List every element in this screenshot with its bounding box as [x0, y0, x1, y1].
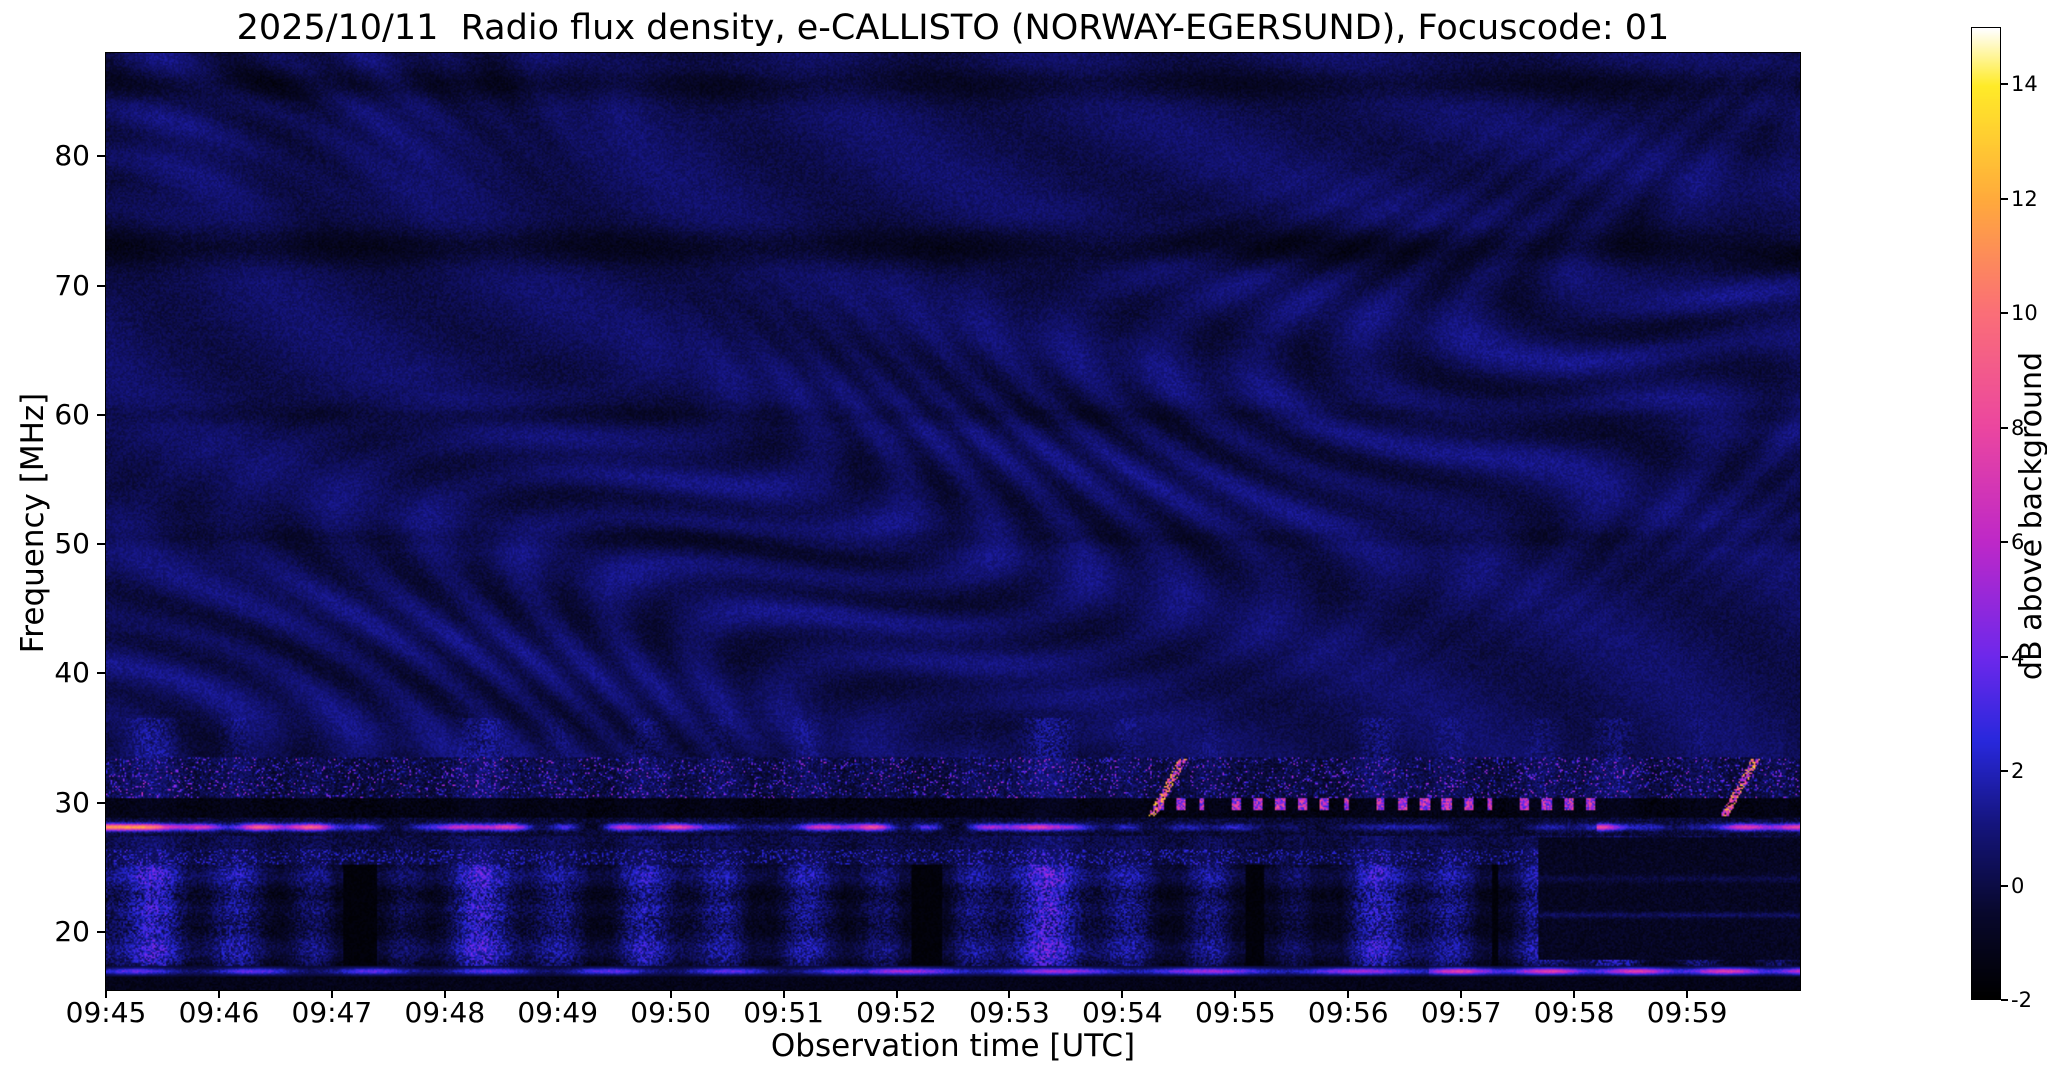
- y-tick-mark: [97, 155, 105, 158]
- colorbar-tick-mark: [2001, 197, 2008, 200]
- colorbar-tick-mark: [2001, 655, 2008, 658]
- y-tick-mark: [97, 284, 105, 287]
- x-tick-mark: [443, 990, 446, 998]
- x-tick-mark: [1460, 990, 1463, 998]
- colorbar-tick-mark: [2001, 541, 2008, 544]
- x-tick-label: 09:47: [291, 996, 373, 1029]
- colorbar-tick-label: 0: [2011, 873, 2025, 898]
- y-tick-label: 60: [54, 397, 90, 431]
- x-tick-mark: [556, 990, 559, 998]
- x-tick-mark: [330, 990, 333, 998]
- x-tick-label: 09:53: [969, 996, 1050, 1029]
- colorbar-tick-mark: [2001, 884, 2008, 887]
- x-tick-mark: [1686, 990, 1689, 998]
- colorbar-tick-mark: [2001, 312, 2008, 315]
- x-tick-mark: [1347, 990, 1350, 998]
- y-tick-label: 40: [54, 656, 90, 690]
- x-tick-label: 09:46: [178, 996, 260, 1029]
- colorbar-tick-label: 12: [2011, 186, 2038, 211]
- y-tick-label: 80: [54, 139, 90, 173]
- colorbar-tick-label: -2: [2011, 988, 2032, 1012]
- y-tick-label: 30: [54, 785, 90, 819]
- y-tick-label: 70: [54, 268, 90, 302]
- x-tick-label: 09:48: [404, 996, 486, 1029]
- x-tick-mark: [1573, 990, 1576, 998]
- x-tick-mark: [669, 990, 672, 998]
- colorbar-tick-mark: [2001, 770, 2008, 773]
- x-tick-mark: [105, 990, 107, 998]
- y-tick-label: 20: [54, 914, 90, 948]
- x-tick-label: 09:57: [1420, 996, 1502, 1029]
- x-tick-mark: [217, 990, 220, 998]
- x-tick-label: 09:51: [743, 996, 824, 1029]
- colorbar: [1971, 27, 2001, 1000]
- colorbar-tick-mark: [2001, 83, 2008, 86]
- colorbar-tick-label: 2: [2011, 759, 2025, 784]
- x-tick-label: 09:50: [630, 996, 711, 1029]
- chart-title: 2025/10/11 Radio flux density, e-CALLIST…: [236, 8, 1670, 48]
- y-tick-mark: [97, 413, 105, 416]
- x-tick-mark: [1234, 990, 1237, 998]
- y-tick-label: 50: [54, 527, 90, 561]
- x-axis-label: Observation time [UTC]: [770, 1028, 1136, 1064]
- x-tick-label: 09:45: [65, 996, 147, 1029]
- colorbar-tick-label: 14: [2011, 72, 2038, 97]
- x-tick-mark: [1008, 990, 1011, 998]
- y-tick-mark: [97, 543, 105, 546]
- x-tick-mark: [782, 990, 785, 998]
- colorbar-tick-label: 8: [2011, 415, 2025, 440]
- x-tick-label: 09:59: [1646, 996, 1728, 1029]
- x-tick-label: 09:54: [1082, 996, 1163, 1029]
- x-tick-label: 09:49: [517, 996, 599, 1029]
- y-tick-mark: [97, 801, 105, 804]
- colorbar-tick-label: 10: [2011, 301, 2038, 326]
- colorbar-tick-mark: [2001, 999, 2008, 1001]
- x-tick-label: 09:56: [1307, 996, 1389, 1029]
- y-tick-mark: [97, 930, 105, 933]
- x-tick-label: 09:58: [1533, 996, 1615, 1029]
- x-tick-label: 09:52: [856, 996, 937, 1029]
- x-tick-label: 09:55: [1194, 996, 1276, 1029]
- y-tick-mark: [97, 672, 105, 675]
- x-tick-mark: [1121, 990, 1124, 998]
- colorbar-tick-label: 4: [2011, 644, 2025, 669]
- x-tick-mark: [895, 990, 898, 998]
- colorbar-tick-label: 6: [2011, 530, 2025, 555]
- spectrogram-heatmap: [105, 52, 1801, 991]
- colorbar-tick-mark: [2001, 426, 2008, 429]
